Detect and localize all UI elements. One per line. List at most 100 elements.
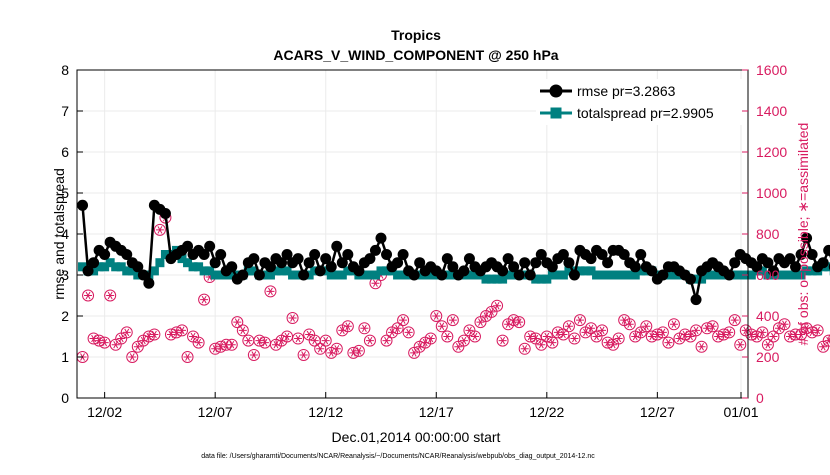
obs-assimilated-point: [266, 288, 274, 295]
rmse-point: [691, 294, 702, 305]
obs-assimilated-point: [664, 339, 672, 346]
rmse-point: [724, 270, 735, 281]
obs-assimilated-point: [598, 327, 606, 334]
obs-assimilated-point: [117, 335, 125, 342]
obs-assimilated-point: [84, 292, 92, 299]
obs-assimilated-point: [460, 337, 468, 344]
obs-assimilated-point: [360, 325, 368, 332]
y-right-tick-label: 400: [756, 308, 780, 324]
obs-assimilated-point: [819, 343, 827, 350]
legend-rmse-label: rmse pr=3.2863: [577, 83, 676, 99]
rmse-point: [309, 249, 320, 260]
rmse-point: [237, 270, 248, 281]
y-left-tick-label: 0: [61, 390, 69, 406]
obs-assimilated-point: [670, 321, 678, 328]
obs-assimilated-point: [311, 337, 319, 344]
rmse-point: [569, 270, 580, 281]
rmse-point: [254, 270, 265, 281]
obs-assimilated-point: [443, 333, 451, 340]
obs-assimilated-point: [399, 317, 407, 324]
rmse-point: [88, 257, 99, 268]
obs-assimilated-point: [200, 296, 208, 303]
y-left-tick-label: 7: [61, 103, 69, 119]
rmse-point: [514, 270, 525, 281]
totalspread-point: [150, 266, 159, 275]
y-left-tick-label: 1: [61, 349, 69, 365]
x-tick-label: 12/07: [198, 404, 233, 420]
y-axis-left-label: rmse and totalspread: [51, 168, 67, 300]
obs-assimilated-point: [228, 341, 236, 348]
obs-assimilated-point: [189, 333, 197, 340]
y-right-tick-label: 800: [756, 226, 780, 242]
obs-assimilated-point: [499, 337, 507, 344]
rmse-point: [298, 270, 309, 281]
x-tick-label: 12/02: [87, 404, 122, 420]
y-right-tick-label: 1600: [756, 62, 787, 78]
y-right-tick-label: 1400: [756, 103, 787, 119]
rmse-point: [497, 265, 508, 276]
rmse-point: [519, 257, 530, 268]
rmse-point: [77, 200, 88, 211]
obs-assimilated-point: [471, 333, 479, 340]
y-right-tick-label: 1000: [756, 185, 787, 201]
obs-assimilated-point: [493, 302, 501, 309]
rmse-point: [436, 270, 447, 281]
chart-subtitle: ACARS_V_WIND_COMPONENT @ 250 hPa: [273, 47, 558, 63]
y-axis-right-label: # of obs: o=possible; ∗=assimilated: [795, 123, 811, 346]
obs-assimilated-point: [692, 327, 700, 334]
obs-assimilated-point: [593, 333, 601, 340]
obs-assimilated-point: [305, 331, 313, 338]
obs-assimilated-point: [454, 343, 462, 350]
footer-datafile: data file: /Users/gharamti/Documents/NCA…: [201, 453, 595, 460]
rmse-point: [99, 249, 110, 260]
rmse-point: [143, 278, 154, 289]
rmse-point: [204, 241, 215, 252]
rmse-point: [630, 261, 641, 272]
rmse-point: [563, 257, 574, 268]
rmse-point: [381, 249, 392, 260]
rmse-point: [331, 241, 342, 252]
rmse-point: [398, 249, 409, 260]
obs-assimilated-point: [642, 323, 650, 330]
rmse-point: [602, 257, 613, 268]
y-left-tick-label: 8: [61, 62, 69, 78]
rmse-point: [685, 274, 696, 285]
obs-assimilated-point: [521, 345, 529, 352]
obs-assimilated-point: [244, 337, 252, 344]
obs-assimilated-point: [764, 341, 772, 348]
obs-assimilated-point: [134, 343, 142, 350]
obs-assimilated-point: [736, 341, 744, 348]
obs-assimilated-point: [731, 317, 739, 324]
rmse-point: [823, 245, 830, 256]
rmse-point: [525, 270, 536, 281]
rmse-point: [326, 261, 337, 272]
x-tick-label: 12/17: [419, 404, 454, 420]
rmse-point: [215, 249, 226, 260]
obs-assimilated-point: [698, 343, 706, 350]
x-tick-label: 12/27: [640, 404, 675, 420]
obs-assimilated-point: [405, 329, 413, 336]
legend-spread-label: totalspread pr=2.9905: [577, 105, 714, 121]
obs-assimilated-point: [294, 335, 302, 342]
obs-assimilated-point: [156, 226, 164, 233]
rmse-point: [409, 270, 420, 281]
rmse-point: [818, 257, 829, 268]
obs-assimilated-point: [476, 319, 484, 326]
obs-assimilated-point: [106, 292, 114, 299]
x-axis-label: Dec.01,2014 00:00:00 start: [332, 429, 501, 445]
obs-assimilated-point: [233, 319, 241, 326]
rmse-point: [226, 261, 237, 272]
rmse-point: [160, 208, 171, 219]
obs-assimilated-point: [570, 335, 578, 342]
obs-assimilated-point: [410, 349, 418, 356]
obs-assimilated-point: [548, 339, 556, 346]
obs-assimilated-point: [615, 335, 623, 342]
rmse-point: [458, 265, 469, 276]
chart-title: Tropics: [391, 27, 441, 43]
rmse-series: [77, 200, 830, 305]
x-tick-label: 12/22: [529, 404, 564, 420]
obs-assimilated-point: [239, 327, 247, 334]
